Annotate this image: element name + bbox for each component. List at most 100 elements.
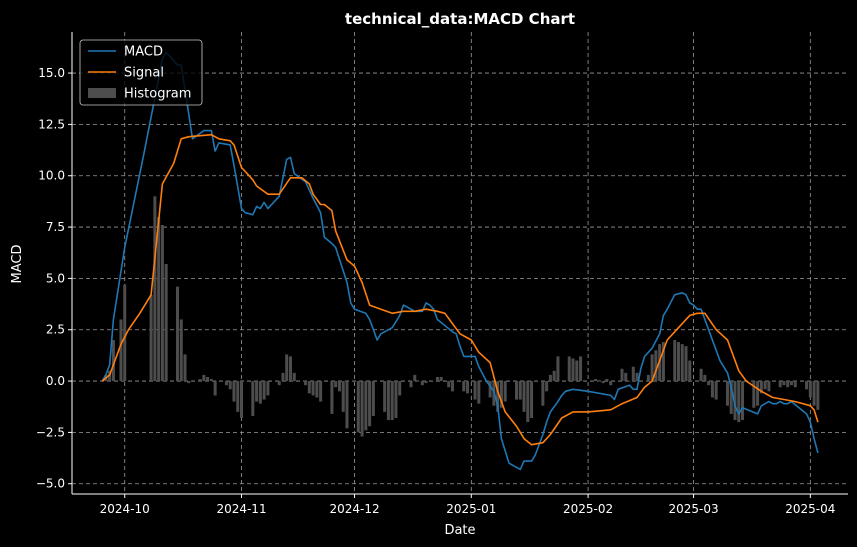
histogram-bars (104, 196, 820, 437)
y-tick-label: −2.5 (36, 425, 65, 439)
histogram-bar (304, 381, 308, 386)
y-tick-label: 7.5 (46, 220, 65, 234)
histogram-bar (337, 381, 341, 392)
histogram-bar (187, 381, 191, 384)
histogram-bar (729, 381, 733, 414)
histogram-bar (654, 350, 658, 382)
histogram-bar (198, 379, 202, 382)
histogram-bar (435, 376, 439, 382)
histogram-bar (514, 381, 519, 400)
histogram-bar (213, 381, 217, 396)
histogram-bar (714, 381, 718, 400)
histogram-bar (473, 381, 477, 400)
histogram-bar (153, 196, 157, 382)
histogram-bar (307, 381, 311, 394)
histogram-bar (477, 381, 481, 404)
histogram-bar (680, 344, 684, 382)
histogram-bar (688, 360, 692, 382)
histogram-bar (206, 376, 210, 382)
histogram-bar (605, 379, 609, 382)
histogram-bar (409, 381, 413, 388)
histogram-bar (450, 381, 454, 392)
histogram-bar (262, 381, 266, 400)
histogram-bar (609, 381, 613, 386)
histogram-bar (526, 381, 530, 423)
histogram-bar (255, 381, 259, 402)
histogram-bar (447, 381, 451, 388)
histogram-bar (266, 381, 270, 396)
histogram-bar (676, 342, 680, 382)
histogram-bar (763, 381, 767, 390)
histogram-bar (631, 366, 635, 382)
histogram-bar (439, 376, 443, 382)
histogram-bar (119, 319, 123, 382)
histogram-bar (545, 381, 549, 392)
histogram-bar (752, 381, 756, 408)
histogram-bar (499, 381, 503, 408)
histogram-bar (741, 381, 745, 421)
histogram-bar (812, 381, 816, 406)
histogram-bar (707, 381, 711, 386)
histogram-bar (628, 381, 632, 382)
histogram-bar (345, 381, 349, 429)
histogram-bar (164, 264, 168, 382)
histogram-bar (710, 381, 714, 398)
legend: MACD Signal Histogram (79, 39, 203, 106)
histogram-bar (315, 381, 319, 398)
histogram-bar (364, 381, 368, 431)
histogram-bar (725, 381, 729, 406)
histogram-bar (808, 381, 812, 398)
histogram-bar (805, 381, 809, 390)
histogram-bar (767, 381, 771, 392)
series-lines (101, 51, 819, 471)
histogram-bar (281, 372, 285, 382)
histogram-bar (179, 319, 183, 382)
histogram-bar (462, 381, 466, 392)
histogram-bar (684, 346, 688, 382)
y-axis-ticks: −5.0 −2.5 0.0 2.5 5.0 7.5 10.0 12.5 15.0 (36, 66, 72, 491)
histogram-bar (240, 381, 244, 419)
histogram-bar (793, 381, 797, 388)
histogram-bar (782, 381, 786, 386)
histogram-bar (417, 381, 421, 382)
histogram-bar (383, 381, 387, 412)
histogram-bar (530, 381, 534, 419)
chart-title: technical_data:MACD Chart (345, 10, 575, 28)
histogram-bar (488, 381, 492, 398)
signal-line (101, 133, 819, 446)
histogram-bar (202, 374, 206, 382)
histogram-bar (624, 372, 628, 382)
histogram-bar (789, 381, 794, 386)
y-tick-label: −5.0 (36, 477, 65, 491)
histogram-bar (786, 381, 790, 388)
histogram-bar (258, 381, 262, 404)
histogram-bar (579, 356, 583, 382)
histogram-bar (319, 381, 323, 402)
histogram-bar (371, 381, 375, 416)
y-tick-label: 0.0 (46, 374, 65, 388)
y-tick-label: 10.0 (38, 169, 65, 183)
x-tick-label: 2024-11 (216, 502, 266, 516)
histogram-bar (556, 356, 560, 382)
histogram-bar (413, 374, 417, 382)
histogram-bar (183, 354, 187, 382)
histogram-bar (288, 356, 292, 382)
histogram-bar (650, 354, 654, 382)
histogram-bar (390, 381, 394, 421)
histogram-bar (209, 379, 213, 382)
y-tick-label: 5.0 (46, 271, 65, 285)
y-tick-label: 12.5 (38, 117, 65, 131)
histogram-bar (368, 381, 372, 427)
x-tick-label: 2025-01 (446, 502, 496, 516)
histogram-bar (756, 381, 760, 406)
histogram-bar (356, 381, 360, 433)
histogram-bar (386, 381, 390, 421)
histogram-bar (236, 381, 240, 412)
histogram-bar (620, 368, 624, 382)
x-tick-label: 2025-04 (785, 502, 835, 516)
histogram-bar (398, 381, 402, 396)
histogram-bar (160, 225, 164, 382)
histogram-bar (737, 381, 741, 423)
histogram-bar (594, 379, 598, 382)
